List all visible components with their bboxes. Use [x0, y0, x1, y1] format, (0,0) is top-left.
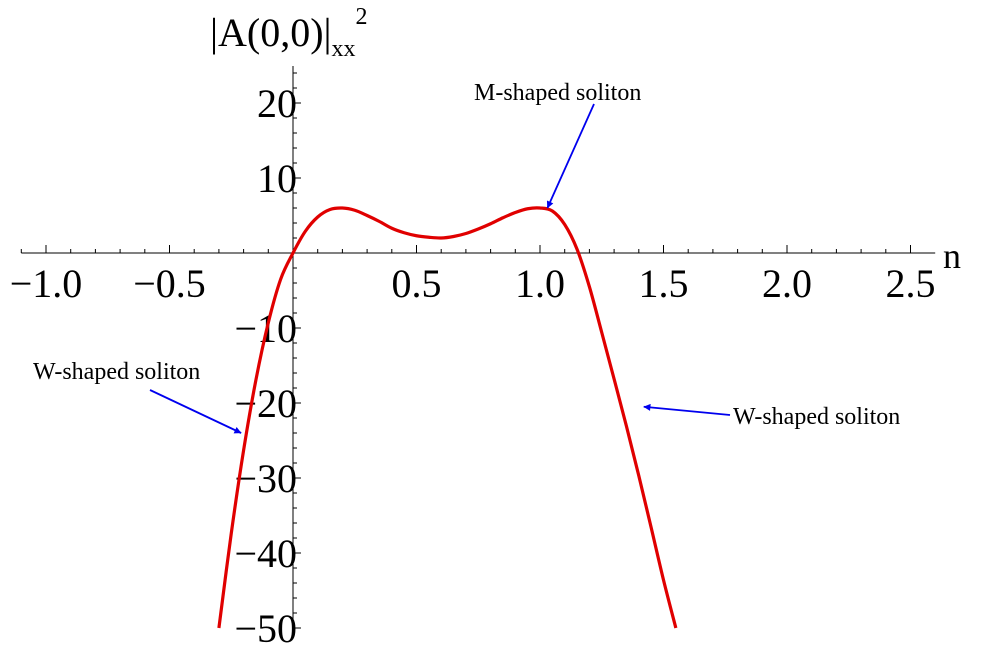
y-axis-label-subscript: xx: [332, 36, 356, 62]
x-tick-labels: −1.0 −0.5 0.5 1.0 1.5 2.0 2.5: [10, 261, 936, 306]
annotation-m-shaped-label: M-shaped soliton: [474, 80, 641, 106]
series-line: [217, 206, 678, 629]
y-axis-label-main: |A(0,0)|: [210, 10, 332, 55]
annotation-w-shaped-right-label: W-shaped soliton: [733, 404, 900, 430]
x-tick-label: −0.5: [133, 261, 206, 306]
y-tick-label: −20: [234, 381, 297, 426]
annotation-w-shaped-left-label: W-shaped soliton: [33, 359, 200, 385]
x-tick-label: 0.5: [392, 261, 442, 306]
y-tick-label: 10: [257, 156, 297, 201]
y-tick-label: 20: [257, 81, 297, 126]
annotation-arrow: [546, 103, 595, 209]
y-axis-label-superscript: 2: [356, 4, 368, 30]
annotation-arrow: [643, 403, 731, 416]
x-axis-label: n: [943, 236, 961, 276]
y-axis-label: |A(0,0)|xx2: [210, 4, 368, 62]
x-tick-label: 2.0: [762, 261, 812, 306]
annotation-arrow: [149, 389, 242, 434]
x-tick-label: 2.5: [886, 261, 936, 306]
annotations: M-shaped soliton W-shaped soliton W-shap…: [33, 80, 900, 434]
x-tick-label: 1.0: [515, 261, 565, 306]
y-tick-label: −30: [234, 456, 297, 501]
y-tick-label: −50: [234, 606, 297, 651]
x-tick-label: −1.0: [10, 261, 83, 306]
minor-ticks: [20, 72, 911, 629]
x-tick-label: 1.5: [639, 261, 689, 306]
y-tick-label: −40: [234, 531, 297, 576]
